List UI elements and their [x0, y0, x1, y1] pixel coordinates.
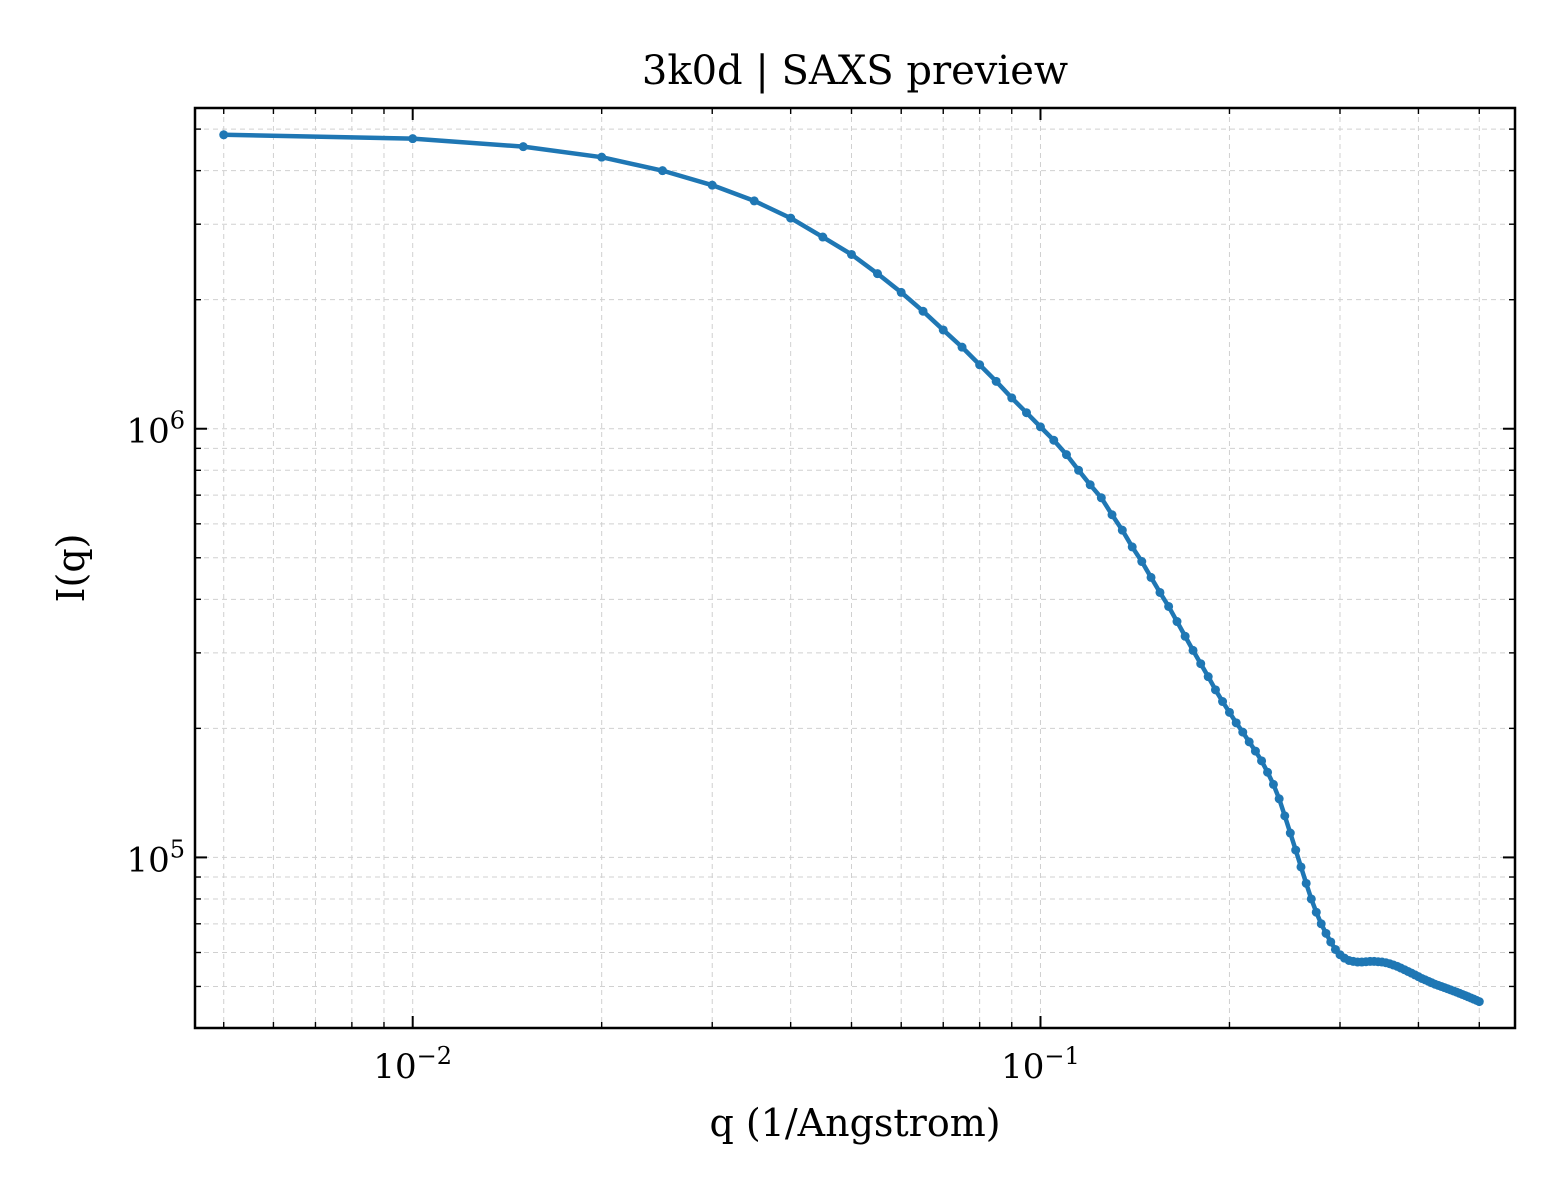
x-tick-label: 10−2	[373, 1042, 452, 1087]
data-point	[1146, 572, 1156, 582]
data-point	[1155, 587, 1165, 597]
chart-title: 3k0d | SAXS preview	[642, 48, 1068, 94]
series-layer	[219, 130, 1484, 1007]
data-point	[1049, 435, 1059, 445]
x-tick-label: 10−1	[1001, 1042, 1080, 1087]
data-point	[1250, 746, 1260, 756]
data-point	[975, 360, 985, 370]
data-point	[1296, 862, 1306, 872]
data-point	[1257, 756, 1267, 766]
grid	[195, 108, 1515, 1029]
data-point	[786, 213, 796, 223]
data-point	[1291, 845, 1301, 855]
data-point	[518, 142, 528, 152]
axis-ticks: 10−2 10−1 105 106	[126, 108, 1515, 1087]
plot-frame	[193, 106, 1517, 1030]
data-point	[1326, 937, 1336, 947]
data-point	[918, 306, 928, 316]
data-point	[219, 130, 229, 140]
data-point	[896, 287, 906, 297]
data-point	[707, 180, 717, 190]
data-point	[1244, 737, 1254, 747]
data-point	[957, 342, 967, 352]
data-point	[1007, 393, 1017, 403]
data-point	[847, 249, 856, 259]
data-point	[991, 376, 1001, 386]
data-point	[1022, 408, 1031, 418]
data-point	[1263, 767, 1273, 777]
data-point	[749, 196, 759, 206]
data-point	[1085, 480, 1095, 490]
data-point	[1474, 997, 1484, 1007]
data-point	[1301, 878, 1311, 888]
data-point	[1218, 697, 1228, 707]
data-point	[1231, 718, 1241, 728]
data-point	[1035, 422, 1045, 432]
data-point	[1224, 707, 1234, 717]
data-point	[1117, 525, 1127, 535]
data-point	[408, 134, 418, 144]
data-point	[1311, 907, 1321, 917]
data-point	[1074, 465, 1084, 475]
data-point	[1127, 542, 1137, 552]
data-point	[1321, 928, 1331, 938]
data-point	[938, 325, 948, 335]
data-point	[1164, 601, 1174, 611]
data-point	[1061, 450, 1071, 460]
data-point	[818, 232, 828, 242]
y-tick-label: 105	[126, 835, 185, 880]
data-point	[1196, 659, 1206, 669]
data-point	[872, 269, 882, 279]
data-point	[1172, 617, 1182, 627]
data-point	[1137, 557, 1147, 567]
y-axis-title: I(q)	[49, 534, 93, 603]
x-axis-title: q (1/Angstrom)	[709, 1101, 1000, 1145]
data-point	[658, 166, 668, 176]
y-tick-label: 106	[126, 407, 185, 452]
data-point	[1238, 727, 1248, 737]
data-point	[1306, 894, 1316, 904]
data-point	[1188, 645, 1198, 655]
data-point	[1280, 811, 1290, 821]
data-point	[1096, 493, 1106, 503]
data-point	[1180, 631, 1190, 641]
data-point	[1285, 828, 1295, 838]
data-point	[1210, 685, 1220, 695]
data-point	[1316, 919, 1326, 929]
data-point	[1203, 672, 1213, 682]
data-point	[1268, 779, 1278, 789]
data-point	[1274, 794, 1284, 804]
data-point	[1107, 510, 1117, 520]
data-point	[597, 152, 607, 162]
